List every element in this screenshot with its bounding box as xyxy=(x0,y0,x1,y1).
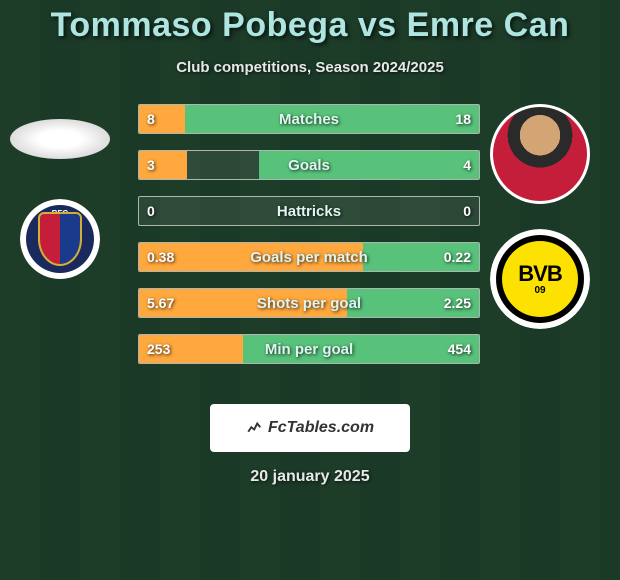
stat-row: Goals per match0.38 0.22 xyxy=(138,242,480,272)
stat-value-right: 18 xyxy=(455,105,471,133)
main-area: BFC BVB 09 Matches8 18 Goals3 4 Hattricks0 0 G… xyxy=(0,104,620,394)
stat-value-left: 253 xyxy=(147,335,170,363)
chart-icon xyxy=(246,419,264,437)
stat-value-right: 454 xyxy=(448,335,471,363)
stat-bars-container: Matches8 18 Goals3 4 Hattricks0 0 Goals per ma… xyxy=(138,104,480,380)
stat-row: Hattricks0 0 xyxy=(138,196,480,226)
stat-row: Goals3 4 xyxy=(138,150,480,180)
stat-value-right: 0.22 xyxy=(444,243,471,271)
stat-value-left: 3 xyxy=(147,151,155,179)
stat-value-left: 8 xyxy=(147,105,155,133)
stat-value-left: 0.38 xyxy=(147,243,174,271)
stat-label: Goals xyxy=(139,151,479,179)
player-right-avatar xyxy=(490,104,590,204)
stat-value-right: 4 xyxy=(463,151,471,179)
stat-value-left: 5.67 xyxy=(147,289,174,317)
player-left-avatar xyxy=(10,119,110,159)
stat-value-right: 2.25 xyxy=(444,289,471,317)
stat-value-left: 0 xyxy=(147,197,155,225)
club-right-badge: BVB 09 xyxy=(490,229,590,329)
stat-label: Goals per match xyxy=(139,243,479,271)
club-left-badge: BFC xyxy=(20,199,100,279)
page-title: Tommaso Pobega vs Emre Can xyxy=(0,0,620,45)
stat-label: Min per goal xyxy=(139,335,479,363)
content-wrapper: Tommaso Pobega vs Emre Can Club competit… xyxy=(0,0,620,580)
stat-label: Matches xyxy=(139,105,479,133)
stat-value-right: 0 xyxy=(463,197,471,225)
stat-row: Min per goal253 454 xyxy=(138,334,480,364)
stat-label: Shots per goal xyxy=(139,289,479,317)
club-right-small: 09 xyxy=(534,285,545,296)
stat-row: Shots per goal5.67 2.25 xyxy=(138,288,480,318)
stat-label: Hattricks xyxy=(139,197,479,225)
watermark-badge: FcTables.com xyxy=(210,404,410,452)
watermark-text: FcTables.com xyxy=(268,419,374,437)
club-right-abbrev: BVB xyxy=(518,263,561,285)
subtitle: Club competitions, Season 2024/2025 xyxy=(0,59,620,76)
date-text: 20 january 2025 xyxy=(0,468,620,486)
stat-row: Matches8 18 xyxy=(138,104,480,134)
